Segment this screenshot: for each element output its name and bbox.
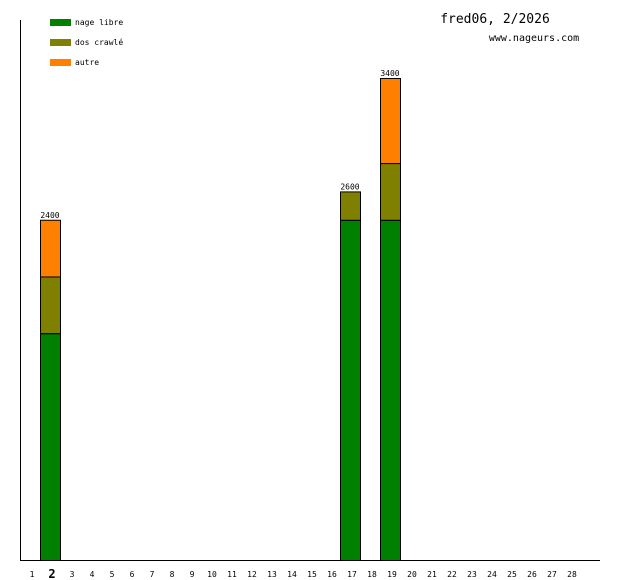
legend-swatch: [50, 19, 71, 26]
x-tick-label: 18: [367, 570, 377, 579]
x-tick-label: 16: [327, 570, 337, 579]
bar-segment-dos-crawlé: [380, 163, 401, 221]
bar-segment-autre: [40, 219, 61, 278]
legend-swatch: [50, 59, 71, 66]
bar-segment-nage-libre: [40, 333, 61, 562]
x-tick-label: 14: [287, 570, 297, 579]
legend-label: autre: [75, 58, 99, 67]
x-tick-label: 9: [190, 570, 195, 579]
legend-label: dos crawlé: [75, 37, 123, 47]
bar-segment-dos-crawlé: [40, 276, 61, 335]
x-tick-label: 28: [567, 570, 577, 579]
x-tick-label: 2: [48, 567, 55, 580]
x-tick-label: 27: [547, 570, 557, 579]
x-tick-label: 4: [90, 570, 95, 579]
chart-title: fred06, 2/2026: [440, 12, 550, 27]
x-tick-label: 25: [507, 570, 517, 579]
x-tick-label: 17: [347, 570, 357, 579]
legend-label: nage libre: [75, 18, 123, 27]
bars: 2400 2600 3400: [40, 69, 401, 562]
x-tick-label: 8: [170, 570, 175, 579]
x-tick-label: 13: [267, 570, 277, 579]
x-tick-label: 26: [527, 570, 537, 579]
legend: nage libre dos crawlé autre: [50, 18, 123, 67]
x-tick-label: 15: [307, 570, 317, 579]
bar-segment-dos-crawlé: [340, 191, 361, 221]
legend-swatch: [50, 39, 71, 46]
x-tick-label: 7: [150, 570, 155, 579]
bar-segment-nage-libre: [340, 219, 361, 561]
x-tick-label: 3: [70, 570, 75, 579]
x-tick-label: 23: [467, 570, 477, 579]
x-tick-label: 5: [110, 570, 115, 579]
x-tick-label: 10: [207, 570, 217, 579]
bar-total-label: 2400: [40, 211, 59, 220]
bar-segment-autre: [380, 78, 401, 165]
bar-total-label: 2600: [340, 182, 359, 191]
x-tick-label: 21: [427, 570, 437, 579]
x-tick-label: 11: [227, 570, 237, 579]
chart-subtitle: www.nageurs.com: [489, 33, 579, 44]
x-tick-label: 1: [30, 570, 35, 579]
bar-total-label: 3400: [380, 69, 399, 78]
x-tick-labels: 1 2 3 4 5 6 7 8 9 10 11 12 13 14 15 16 17 18 19 20 21 22 23 24 2…: [30, 567, 577, 580]
x-tick-label: 19: [387, 570, 397, 579]
x-tick-label: 12: [247, 570, 257, 579]
x-tick-label: 20: [407, 570, 417, 579]
bar-segment-nage-libre: [380, 219, 401, 561]
x-tick-label: 6: [130, 570, 135, 579]
x-tick-label: 22: [447, 570, 457, 579]
x-tick-label: 24: [487, 570, 497, 579]
